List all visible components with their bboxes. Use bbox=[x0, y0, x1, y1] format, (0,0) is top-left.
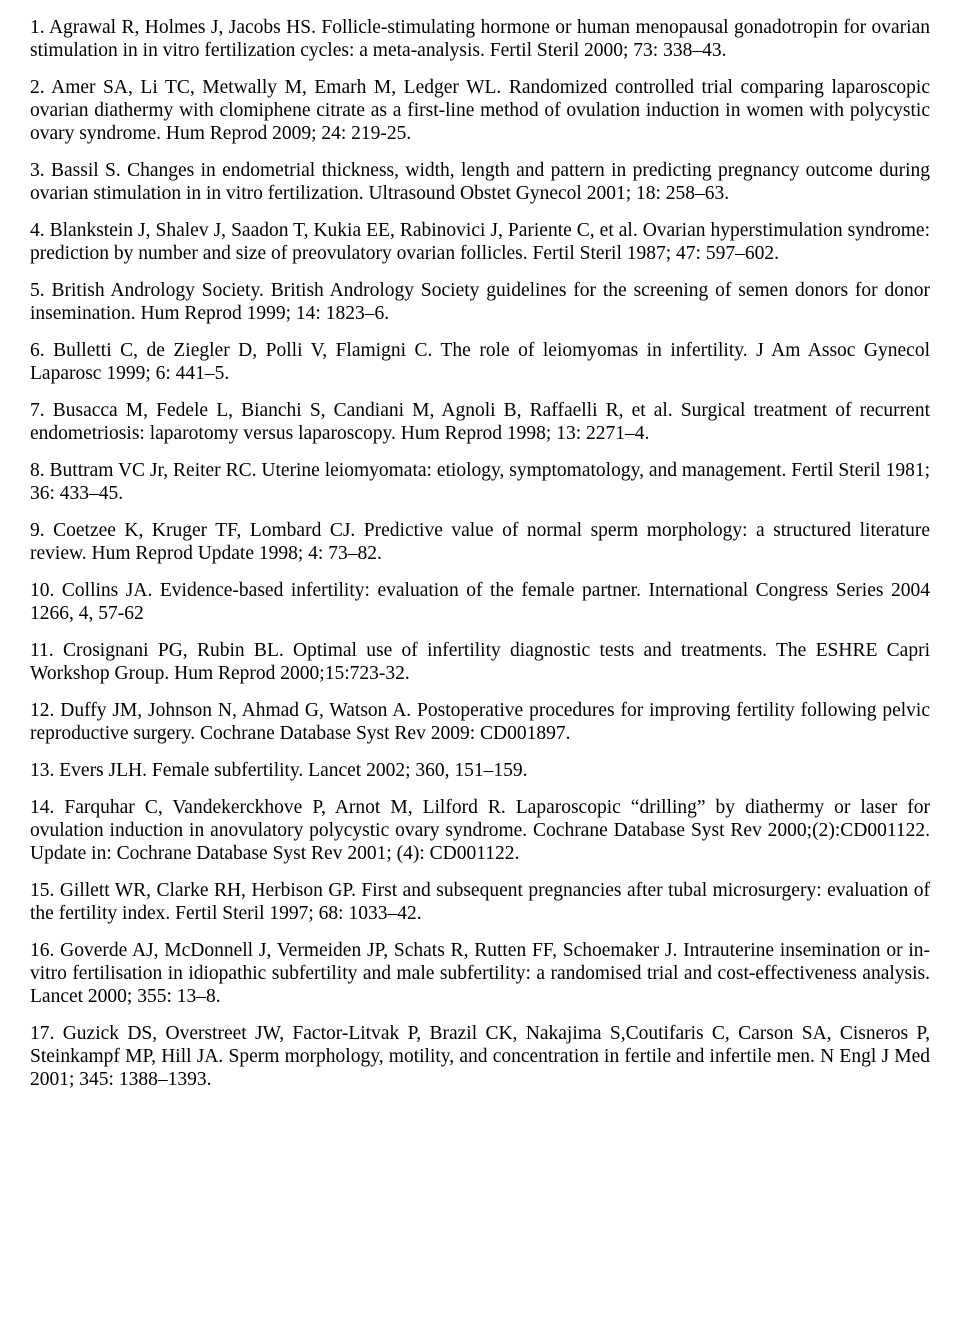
reference-item: 11. Crosignani PG, Rubin BL. Optimal use… bbox=[30, 639, 930, 685]
reference-item: 8. Buttram VC Jr, Reiter RC. Uterine lei… bbox=[30, 459, 930, 505]
reference-item: 14. Farquhar C, Vandekerckhove P, Arnot … bbox=[30, 796, 930, 865]
reference-item: 5. British Andrology Society. British An… bbox=[30, 279, 930, 325]
reference-item: 16. Goverde AJ, McDonnell J, Vermeiden J… bbox=[30, 939, 930, 1008]
reference-item: 3. Bassil S. Changes in endometrial thic… bbox=[30, 159, 930, 205]
reference-item: 9. Coetzee K, Kruger TF, Lombard CJ. Pre… bbox=[30, 519, 930, 565]
references-list: 1. Agrawal R, Holmes J, Jacobs HS. Folli… bbox=[30, 16, 930, 1091]
reference-item: 10. Collins JA. Evidence-based infertili… bbox=[30, 579, 930, 625]
reference-item: 1. Agrawal R, Holmes J, Jacobs HS. Folli… bbox=[30, 16, 930, 62]
reference-item: 4. Blankstein J, Shalev J, Saadon T, Kuk… bbox=[30, 219, 930, 265]
reference-item: 15. Gillett WR, Clarke RH, Herbison GP. … bbox=[30, 879, 930, 925]
reference-item: 2. Amer SA, Li TC, Metwally M, Emarh M, … bbox=[30, 76, 930, 145]
reference-item: 13. Evers JLH. Female subfertility. Lanc… bbox=[30, 759, 930, 782]
reference-item: 7. Busacca M, Fedele L, Bianchi S, Candi… bbox=[30, 399, 930, 445]
reference-item: 12. Duffy JM, Johnson N, Ahmad G, Watson… bbox=[30, 699, 930, 745]
reference-item: 6. Bulletti C, de Ziegler D, Polli V, Fl… bbox=[30, 339, 930, 385]
reference-item: 17. Guzick DS, Overstreet JW, Factor-Lit… bbox=[30, 1022, 930, 1091]
